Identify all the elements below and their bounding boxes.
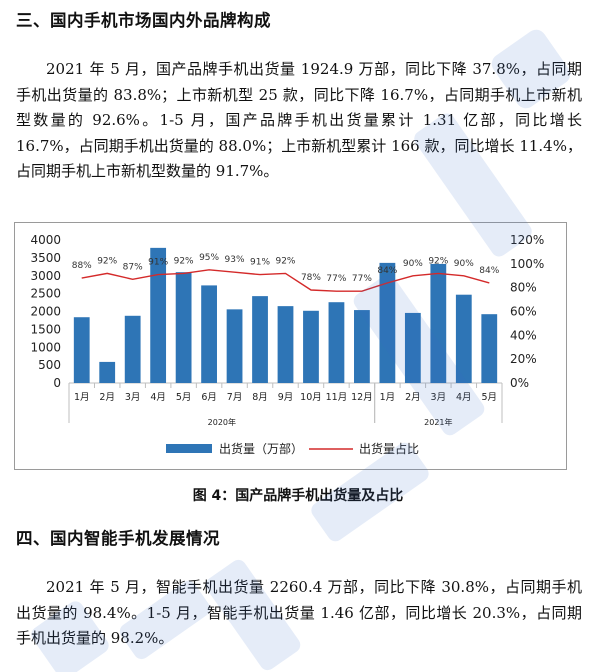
bar (73, 317, 90, 383)
data-label: 92% (275, 256, 295, 266)
figure-caption: 图 4：国产品牌手机出货量及占比 (192, 488, 404, 504)
data-label: 78% (301, 273, 321, 283)
x-tick-label: 1月 (380, 392, 396, 403)
bar (404, 312, 421, 383)
bar-line-chart: 0 500 1000 1500 2000 2500 3000 3500 4000 0% 20% 40%… (30, 233, 544, 456)
bar (252, 296, 268, 383)
x-tick-label: 5月 (481, 392, 497, 403)
x-tick-label: 7月 (227, 392, 243, 403)
y-right-tick-label: 60% (510, 305, 537, 319)
data-label: 92% (174, 256, 194, 266)
year-group-label: 2020年 (208, 417, 236, 427)
bar (226, 309, 243, 383)
data-label: 91% (250, 258, 270, 268)
x-tick-label: 3月 (431, 392, 447, 403)
bar (277, 306, 294, 383)
data-label: 92% (428, 256, 448, 266)
x-tick-label: 12月 (351, 392, 373, 403)
data-label: 77% (326, 274, 346, 284)
section-heading-2: 四、国内智能手机发展情况 (16, 529, 220, 548)
section-paragraph: 2021 年 5 月，国产品牌手机出货量 1924.9 万部，同比下降 37.8… (16, 60, 582, 180)
bar (379, 262, 396, 383)
section-heading: 三、国内手机市场国内外品牌构成 (16, 11, 271, 30)
data-label: 92% (97, 256, 117, 266)
data-label: 91% (148, 258, 168, 268)
section-paragraph-2: 2021 年 5 月，智能手机出货量 2260.4 万部，同比下降 30.8%，… (16, 578, 582, 647)
data-label: 77% (352, 274, 372, 284)
bar (124, 315, 141, 383)
data-label: 88% (72, 261, 92, 271)
y-left-tick-label: 2500 (30, 287, 61, 301)
bar (175, 272, 192, 383)
x-tick-label: 4月 (150, 392, 166, 403)
x-tick-label: 1月 (74, 392, 90, 403)
y-left-tick-label: 3000 (30, 269, 61, 283)
y-right-tick-label: 40% (510, 328, 537, 342)
y-left-tick-label: 500 (38, 358, 61, 372)
x-tick-label: 2月 (405, 392, 421, 403)
legend-bar-swatch (166, 444, 212, 453)
x-tick-label: 10月 (300, 392, 322, 403)
x-tick-label: 3月 (125, 392, 141, 403)
x-tick-label: 5月 (176, 392, 192, 403)
bar (99, 361, 116, 383)
x-tick-label: 4月 (456, 392, 472, 403)
y-right-tick-label: 120% (510, 233, 544, 247)
y-right-tick-label: 80% (510, 281, 537, 295)
data-label: 90% (454, 259, 474, 269)
x-tick-label: 6月 (201, 392, 217, 403)
bar (150, 247, 167, 383)
x-tick-label: 9月 (278, 392, 294, 403)
bar (201, 285, 217, 383)
x-tick-label: 11月 (326, 392, 348, 403)
bar (328, 302, 345, 383)
chart-frame: 0 500 1000 1500 2000 2500 3000 3500 4000 0% 20% 40%… (14, 222, 567, 470)
y-left-tick-label: 0 (53, 376, 61, 390)
bar (430, 263, 447, 383)
year-group-label: 2021年 (424, 417, 452, 427)
data-label: 84% (479, 266, 499, 276)
y-right-tick-label: 100% (510, 257, 544, 271)
y-left-tick-label: 1000 (30, 340, 61, 354)
x-tick-label: 8月 (252, 392, 268, 403)
x-tick-label: 2月 (99, 392, 115, 403)
y-left-tick-label: 3500 (30, 251, 61, 265)
y-left-tick-label: 1500 (30, 322, 61, 336)
bar (455, 294, 472, 383)
data-label: 84% (377, 266, 397, 276)
legend-line-label: 出货量占比 (359, 441, 419, 456)
data-label: 93% (225, 255, 245, 265)
y-left-tick-label: 4000 (30, 233, 61, 247)
data-label: 87% (123, 262, 143, 272)
data-label: 95% (199, 253, 219, 263)
bar (481, 314, 498, 383)
data-label: 90% (403, 259, 423, 269)
y-right-tick-label: 0% (510, 376, 529, 390)
bar (303, 310, 319, 383)
y-left-tick-label: 2000 (30, 305, 61, 319)
share-line (81, 269, 490, 292)
bar (354, 310, 370, 383)
legend-bar-label: 出货量（万部） (219, 441, 303, 456)
y-right-tick-label: 20% (510, 352, 537, 366)
